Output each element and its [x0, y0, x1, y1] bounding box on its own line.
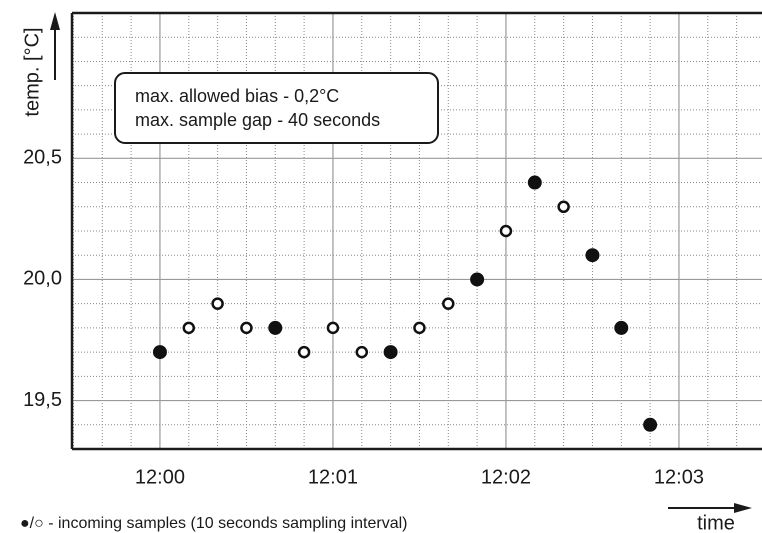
y-tick-label: 19,5 — [23, 389, 62, 411]
data-point — [527, 175, 542, 190]
data-point — [297, 345, 311, 359]
x-tick-label: 12:01 — [308, 466, 358, 488]
x-tick-label: 12:03 — [654, 466, 704, 488]
data-point — [614, 320, 629, 335]
y-tick-label: 20,5 — [23, 147, 62, 169]
data-point — [470, 272, 485, 287]
x-tick-label: 12:00 — [135, 466, 185, 488]
data-point — [557, 200, 570, 214]
x-axis-label: time — [697, 512, 735, 533]
x-arrow-head — [734, 503, 752, 513]
data-point — [152, 345, 167, 360]
data-point — [442, 297, 455, 310]
data-point — [585, 248, 600, 263]
data-point — [211, 297, 224, 310]
footnote: ●/○ - incoming samples (10 seconds sampl… — [20, 515, 407, 532]
annotation-line: max. allowed bias - 0,2°C — [135, 86, 339, 106]
data-point — [643, 417, 658, 432]
data-point — [182, 321, 196, 335]
y-arrow-head — [50, 12, 60, 30]
data-point — [413, 321, 426, 335]
y-axis-label: temp. [°C] — [21, 27, 43, 116]
data-point — [499, 224, 513, 238]
data-point — [383, 345, 398, 360]
data-point — [240, 321, 253, 335]
x-tick-label: 12:02 — [481, 466, 531, 488]
annotation-line: max. sample gap - 40 seconds — [135, 110, 380, 130]
annotation-box — [114, 72, 439, 144]
data-point — [268, 320, 283, 335]
data-point — [355, 345, 369, 359]
y-tick-label: 20,0 — [23, 268, 62, 290]
data-point — [326, 321, 340, 335]
